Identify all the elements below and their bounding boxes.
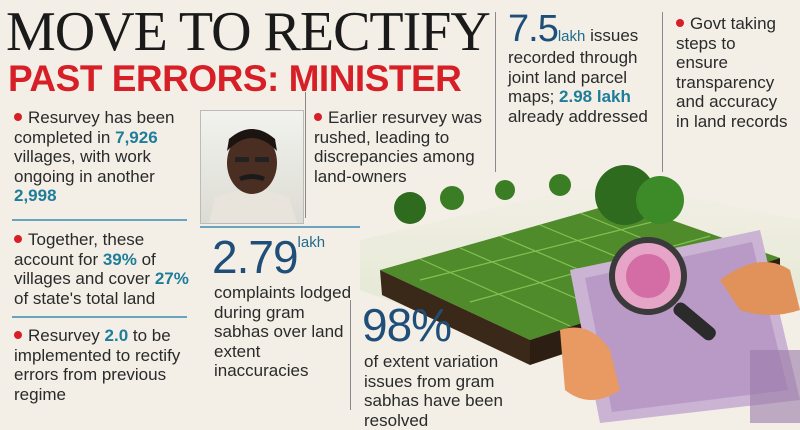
bullet-dot: [14, 113, 22, 121]
divider: [200, 226, 360, 228]
stat-resolved-text: of extent variation issues from gram sab…: [364, 352, 503, 430]
bullet-govt-transparency: Govt taking steps to ensure transparency…: [676, 14, 788, 131]
divider: [305, 92, 306, 218]
bullet-resurvey-2: Resurvey 2.0 to be implemented to rectif…: [14, 326, 181, 404]
stat-issues-recorded: 7.5lakh issues recorded through joint la…: [508, 8, 648, 126]
divider: [495, 12, 496, 172]
divider: [662, 12, 663, 172]
bullet-resurvey-completed: Resurvey has been completed in 7,926 vil…: [14, 108, 175, 205]
minister-portrait-icon: [209, 129, 297, 223]
headline-line-1: MOVE TO RECTIFY: [6, 1, 491, 63]
land-parcel-illustration: [360, 165, 800, 423]
bullet-dot: [14, 235, 22, 243]
bullet-dot: [676, 19, 684, 27]
headline-line-2: PAST ERRORS: MINISTER: [8, 58, 462, 99]
divider: [350, 300, 351, 410]
bullet-dot: [314, 113, 322, 121]
bullet-together-account: Together, these account for 39% of villa…: [14, 230, 189, 308]
stat-resolved: 98%: [362, 299, 452, 351]
divider: [12, 219, 187, 221]
minister-photo: [200, 110, 304, 224]
stat-complaints: 2.79lakh: [212, 231, 326, 283]
divider: [12, 316, 187, 318]
stat-complaints-text: complaints lodged during gram sabhas ove…: [214, 283, 352, 380]
bullet-earlier-resurvey: Earlier resurvey was rushed, leading to …: [314, 108, 482, 186]
bullet-dot: [14, 331, 22, 339]
